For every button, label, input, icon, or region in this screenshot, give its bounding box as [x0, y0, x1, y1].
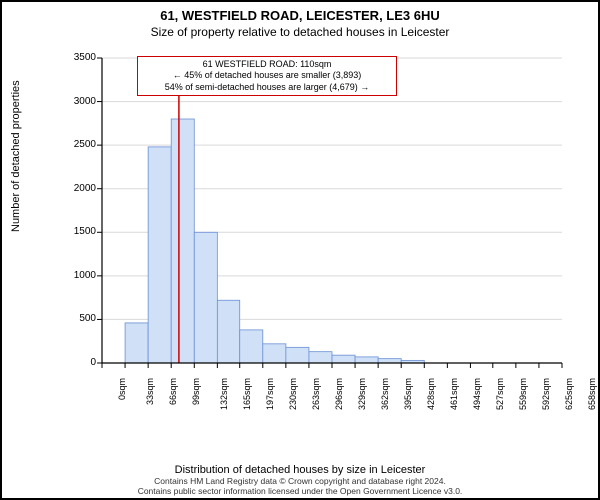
figure-frame: 61, WESTFIELD ROAD, LEICESTER, LE3 6HU S… — [0, 0, 600, 500]
y-tick-label: 2000 — [62, 183, 96, 194]
x-tick-label: 132sqm — [219, 378, 229, 410]
x-tick-label: 592sqm — [541, 378, 551, 410]
x-tick-label: 362sqm — [380, 378, 390, 410]
y-tick-label: 1000 — [62, 270, 96, 281]
y-axis-label: Number of detached properties — [10, 80, 22, 232]
annotation-line: ← 45% of detached houses are smaller (3,… — [142, 70, 392, 81]
title-sub: Size of property relative to detached ho… — [2, 25, 598, 39]
x-tick-label: 165sqm — [242, 378, 252, 410]
x-tick-label: 625sqm — [564, 378, 574, 410]
x-tick-label: 428sqm — [426, 378, 436, 410]
x-tick-label: 527sqm — [495, 378, 505, 410]
x-tick-label: 559sqm — [518, 378, 528, 410]
y-tick-label: 500 — [62, 313, 96, 324]
x-tick-label: 33sqm — [145, 378, 155, 405]
x-tick-label: 99sqm — [191, 378, 201, 405]
footer-attribution: Contains HM Land Registry data © Crown c… — [2, 477, 598, 496]
title-main: 61, WESTFIELD ROAD, LEICESTER, LE3 6HU — [2, 8, 598, 23]
x-tick-label: 296sqm — [334, 378, 344, 410]
x-tick-label: 197sqm — [265, 378, 275, 410]
y-tick-label: 0 — [62, 357, 96, 368]
y-tick-label: 3500 — [62, 52, 96, 63]
x-tick-label: 66sqm — [168, 378, 178, 405]
x-tick-label: 263sqm — [311, 378, 321, 410]
y-tick-label: 3000 — [62, 96, 96, 107]
x-tick-label: 395sqm — [403, 378, 413, 410]
chart-area: 61 WESTFIELD ROAD: 110sqm ← 45% of detac… — [62, 50, 572, 420]
footer-line: Contains public sector information licen… — [2, 487, 598, 496]
annotation-line: 61 WESTFIELD ROAD: 110sqm — [142, 59, 392, 70]
y-tick-label: 1500 — [62, 226, 96, 237]
x-tick-label: 461sqm — [449, 378, 459, 410]
histogram-svg — [62, 50, 572, 420]
annotation-line: 54% of semi-detached houses are larger (… — [142, 82, 392, 93]
y-tick-label: 2500 — [62, 139, 96, 150]
x-tick-label: 0sqm — [117, 378, 127, 400]
x-tick-label: 230sqm — [288, 378, 298, 410]
annotation-box: 61 WESTFIELD ROAD: 110sqm ← 45% of detac… — [137, 56, 397, 96]
x-axis-label: Distribution of detached houses by size … — [2, 464, 598, 476]
x-tick-label: 658sqm — [587, 378, 597, 410]
x-tick-label: 329sqm — [357, 378, 367, 410]
x-tick-label: 494sqm — [472, 378, 482, 410]
